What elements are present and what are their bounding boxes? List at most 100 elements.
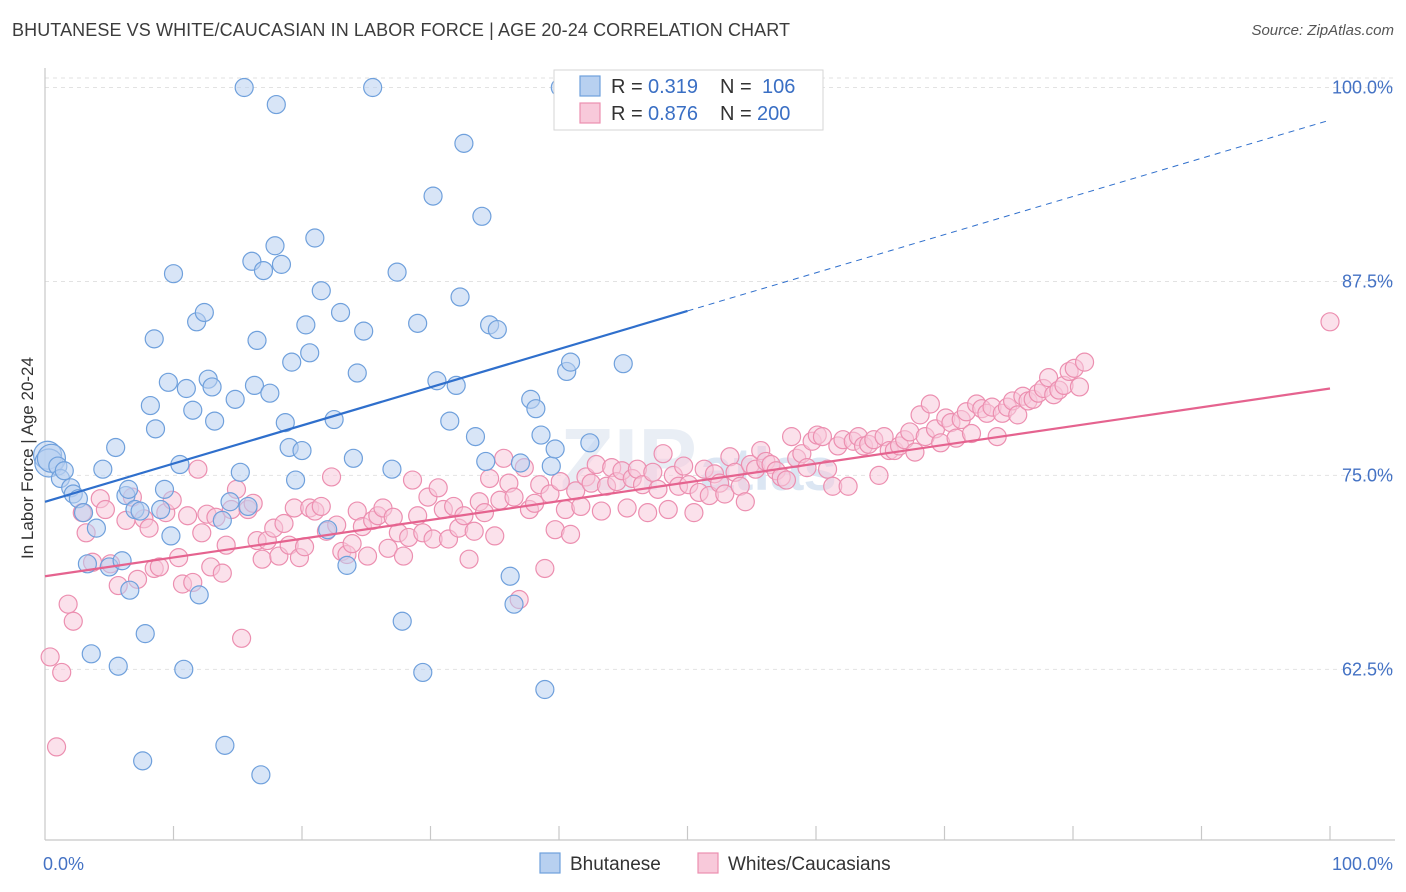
bottom-legend-swatch-whites: [697, 852, 719, 874]
series-bhutanese: [32, 77, 633, 785]
data-point: [282, 352, 302, 372]
data-point: [252, 549, 272, 569]
trend-line-bhutanese: [44, 309, 688, 503]
data-point: [500, 566, 520, 586]
data-point: [653, 444, 673, 464]
y-tick-labels: 62.5% 75.0% 87.5% 100.0%: [1332, 78, 1393, 680]
data-point: [480, 468, 500, 489]
data-point: [535, 558, 555, 579]
data-point: [550, 472, 570, 492]
data-point: [311, 496, 331, 517]
data-point: [337, 555, 357, 575]
data-point: [1069, 377, 1090, 397]
data-point: [215, 735, 235, 755]
data-point: [296, 315, 316, 335]
data-point: [265, 236, 285, 256]
data-point: [920, 394, 940, 414]
bottom-legend-whites: Whites/Caucasians: [728, 854, 891, 875]
data-point: [188, 459, 208, 479]
data-point: [220, 492, 240, 512]
data-point: [613, 354, 633, 374]
data-point: [459, 549, 479, 569]
data-point: [140, 395, 160, 416]
legend-n-whites: 200: [757, 103, 790, 125]
data-point: [118, 479, 139, 499]
data-point: [428, 478, 448, 498]
data-point: [674, 456, 694, 476]
data-point: [52, 662, 72, 683]
data-point: [413, 662, 433, 683]
svg-text:R =: R =: [611, 103, 643, 125]
data-point: [591, 501, 612, 521]
data-point: [510, 453, 531, 473]
data-point: [305, 228, 325, 248]
data-point: [387, 262, 407, 282]
data-point: [176, 378, 196, 399]
data-point: [440, 411, 460, 431]
data-point: [266, 94, 286, 115]
data-point: [580, 433, 600, 453]
data-point: [735, 492, 755, 512]
data-point: [253, 260, 274, 281]
data-point: [535, 679, 555, 700]
y-tick-label: 62.5%: [1342, 659, 1393, 679]
data-point: [178, 506, 198, 526]
trend-lines: [44, 119, 1331, 578]
legend-n-bhutanese: 106: [762, 76, 795, 98]
svg-text:R =: R =: [611, 76, 643, 98]
data-point: [1008, 405, 1028, 425]
data-point: [205, 411, 225, 431]
data-point: [192, 523, 212, 543]
data-point: [555, 499, 576, 520]
data-point: [617, 498, 637, 518]
data-point: [838, 476, 858, 496]
data-point: [300, 343, 320, 363]
data-point: [472, 206, 492, 226]
data-point: [382, 459, 402, 479]
data-point: [464, 521, 484, 541]
data-point: [202, 377, 222, 397]
data-point: [571, 496, 591, 517]
data-point: [95, 499, 115, 520]
data-point: [869, 465, 889, 485]
data-point: [135, 624, 155, 644]
data-point: [145, 419, 166, 439]
data-point: [225, 389, 245, 409]
legend-swatch-whites: [579, 102, 601, 124]
data-point: [130, 501, 150, 521]
data-point: [151, 499, 171, 520]
data-point: [392, 611, 412, 631]
data-point: [393, 546, 414, 566]
source-credit: Source: ZipAtlas.com: [1251, 22, 1394, 39]
stats-legend: R = 0.319 N = 106 R = 0.876 N = 200: [553, 69, 824, 131]
data-point: [905, 442, 925, 462]
data-point: [158, 372, 178, 392]
legend-r-bhutanese: 0.319: [648, 76, 698, 98]
data-point: [120, 580, 140, 600]
data-point: [494, 448, 514, 468]
data-point: [781, 427, 802, 447]
data-point: [658, 499, 678, 520]
trend-extension-bhutanese: [687, 119, 1331, 312]
data-point: [465, 427, 486, 447]
data-point: [292, 440, 312, 461]
data-point: [545, 439, 565, 459]
data-point: [149, 557, 169, 577]
data-point: [797, 458, 817, 478]
data-point: [58, 594, 78, 614]
data-point: [776, 470, 797, 490]
data-point: [212, 510, 232, 530]
bottom-legend-swatch-bhutanese: [539, 852, 561, 874]
data-point: [238, 496, 258, 517]
data-point: [343, 448, 363, 468]
data-point: [106, 437, 126, 458]
data-point: [275, 413, 295, 433]
data-point: [93, 459, 113, 479]
data-point: [531, 425, 551, 445]
data-point: [108, 656, 128, 676]
data-point: [378, 538, 398, 558]
data-point: [961, 423, 982, 444]
data-point: [274, 513, 294, 534]
data-point: [476, 451, 496, 472]
